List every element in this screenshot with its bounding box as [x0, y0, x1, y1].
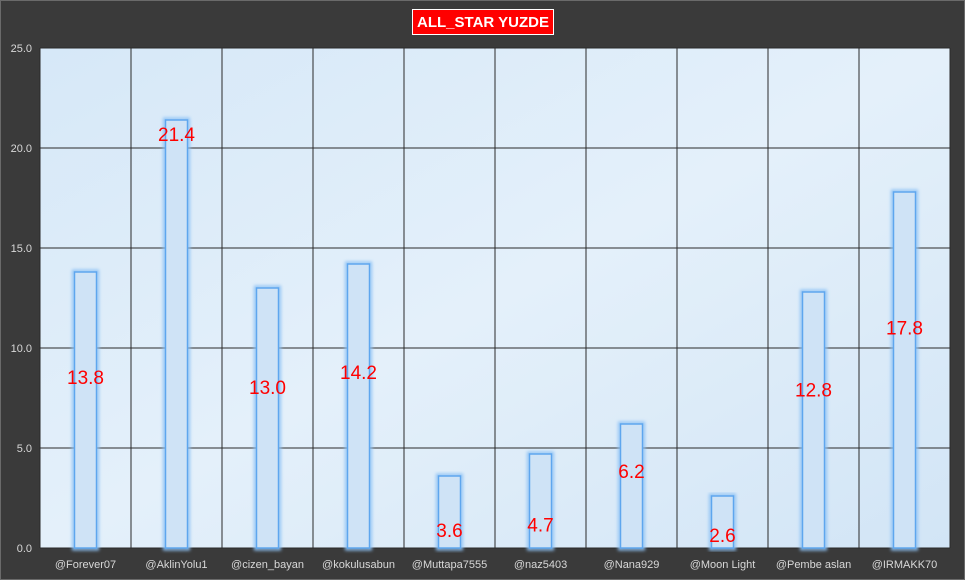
bar	[73, 271, 98, 549]
bar-glow	[72, 269, 99, 551]
x-tick-label: @naz5403	[514, 559, 567, 571]
chart-title: ALL_STAR YUZDE	[412, 9, 554, 35]
bar	[164, 119, 189, 549]
bar-glow	[163, 117, 190, 551]
y-axis: 0.0 5.0 10.0 15.0 20.0 25.0	[11, 43, 32, 555]
x-tick-label: @Forever07	[55, 559, 116, 571]
bar	[892, 191, 917, 549]
data-labels: 13.8 21.4 13.0 14.2 3.6 4.7 6.2 2.6 12.8 17.8	[67, 125, 923, 547]
data-label: 14.2	[340, 363, 377, 384]
data-label: 4.7	[527, 516, 553, 537]
bar	[346, 263, 371, 549]
x-axis: @Forever07 @AklinYolu1 @cizen_bayan @kokulu…	[55, 559, 937, 571]
y-tick-label: 25.0	[11, 43, 32, 55]
y-tick-label: 10.0	[11, 343, 32, 355]
data-label: 3.6	[436, 521, 462, 542]
x-tick-label: @IRMAKK70	[872, 559, 938, 571]
data-label: 13.8	[67, 368, 104, 389]
bar-glow	[800, 289, 827, 551]
bar-glow	[527, 451, 554, 551]
bar-glow	[618, 421, 645, 551]
x-tick-label: @Nana929	[604, 559, 660, 571]
data-label: 13.0	[249, 378, 286, 399]
x-tick-label: @kokulusabun	[322, 559, 395, 571]
x-tick-label: @Moon Light	[690, 559, 756, 571]
y-tick-label: 0.0	[17, 543, 32, 555]
data-label: 2.6	[709, 526, 735, 547]
bar	[801, 291, 826, 549]
bar-glow	[436, 473, 463, 551]
bar-glow	[891, 189, 918, 551]
bar-glow	[709, 493, 736, 551]
x-tick-label: @AklinYolu1	[145, 559, 207, 571]
x-tick-label: @Pembe aslan	[776, 559, 851, 571]
x-tick-label: @Muttapa7555	[412, 559, 487, 571]
bar	[528, 453, 553, 549]
x-tick-label: @cizen_bayan	[231, 559, 304, 571]
data-label: 17.8	[886, 318, 923, 339]
bar	[255, 287, 280, 549]
data-label: 21.4	[158, 125, 195, 146]
bar-glow	[345, 261, 372, 551]
bar	[619, 423, 644, 549]
y-tick-label: 20.0	[11, 143, 32, 155]
bar	[437, 475, 462, 549]
bar	[710, 495, 735, 549]
data-label: 12.8	[795, 380, 832, 401]
y-tick-label: 5.0	[17, 443, 32, 455]
y-tick-label: 15.0	[11, 243, 32, 255]
bar-glow	[254, 285, 281, 551]
gridlines	[39, 47, 951, 549]
bars	[72, 117, 918, 551]
data-label: 6.2	[618, 462, 644, 483]
